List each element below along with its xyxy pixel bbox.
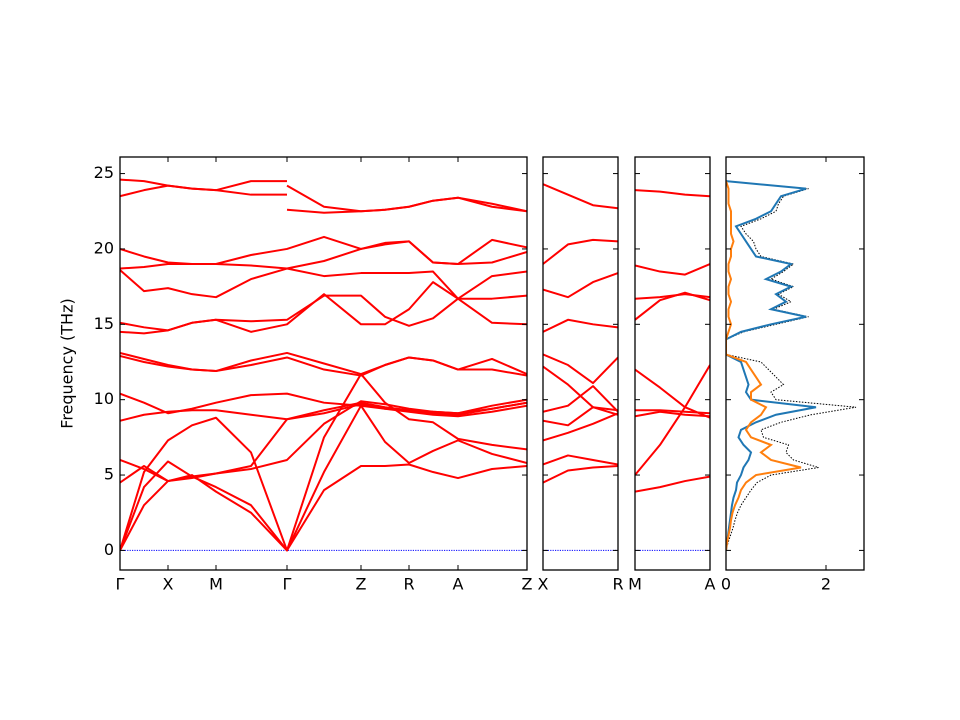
frame — [119, 156, 528, 571]
dos-line — [726, 180, 817, 551]
band-line — [543, 272, 618, 299]
x-tick-label: 0 — [721, 575, 731, 594]
band-line — [635, 368, 710, 419]
band-line — [120, 184, 287, 198]
y-tick-label: 5 — [104, 465, 114, 484]
x-tick-label: X — [163, 575, 174, 594]
y-tick-label: 15 — [94, 314, 114, 333]
x-tick-label: R — [403, 575, 414, 594]
x-tick-label: X — [538, 575, 549, 594]
band-line — [120, 354, 527, 377]
plot-area — [635, 189, 710, 551]
band-line — [543, 238, 618, 265]
x-tick-label: M — [209, 575, 223, 594]
band-line — [543, 353, 618, 385]
band-line — [120, 463, 527, 552]
band-line — [120, 294, 527, 332]
band-line — [543, 454, 618, 466]
band-line — [286, 184, 527, 213]
dos-line — [726, 180, 857, 551]
x-tick-label: Γ — [116, 575, 125, 594]
frame — [634, 156, 711, 571]
band-line — [543, 365, 618, 416]
band-line — [120, 178, 287, 192]
x-tick-label: R — [612, 575, 623, 594]
x-tick-label: A — [705, 575, 716, 594]
band-line — [543, 412, 618, 442]
dos-line — [726, 180, 802, 551]
band-line — [543, 465, 618, 484]
x-tick-label: M — [628, 575, 642, 594]
band-line — [120, 398, 527, 483]
band-line — [120, 404, 527, 552]
x-tick-label: Γ — [283, 575, 292, 594]
y-tick-label: 20 — [94, 238, 114, 257]
x-tick-label: Z — [522, 575, 533, 594]
band-line — [120, 351, 527, 377]
band-line — [635, 293, 710, 300]
band-line — [543, 406, 618, 427]
band-line — [543, 183, 618, 210]
y-axis-label: Frequency (THz) — [58, 298, 77, 428]
band-line — [635, 189, 710, 198]
x-tick-label: A — [453, 575, 464, 594]
band-line — [635, 475, 710, 493]
band-line — [635, 263, 710, 276]
band-line — [120, 392, 527, 416]
frame — [725, 156, 865, 571]
band-line — [120, 240, 527, 270]
plot-area — [543, 183, 618, 551]
y-tick-label: 25 — [94, 163, 114, 182]
x-tick-label: Z — [356, 575, 367, 594]
band-line — [543, 318, 618, 333]
panel: 0 5 10 15 20 25 Γ X M Γ Z R A Z Frequency (THz) — [58, 156, 533, 594]
y-tick-label: 10 — [94, 389, 114, 408]
y-tick-label: 0 — [104, 540, 114, 559]
frame — [542, 156, 619, 571]
x-tick-label: 2 — [821, 575, 831, 594]
band-line — [120, 373, 527, 552]
plot-area — [726, 180, 857, 551]
plot-area — [120, 178, 527, 552]
band-line — [635, 364, 710, 476]
band-line — [120, 267, 527, 300]
band-line — [635, 410, 710, 418]
band-line — [120, 235, 527, 266]
